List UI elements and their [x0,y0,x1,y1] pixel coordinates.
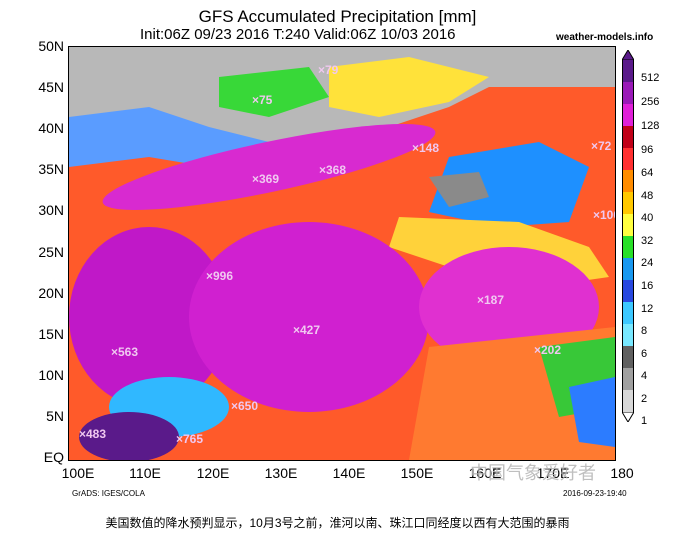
colorbar-label: 32 [641,235,654,247]
colorbar-segment [622,302,634,324]
lat-label: 10N [38,367,64,383]
caption: 美国数值的降水预判显示，10月3号之前，淮河以南、珠江口同经度以西有大范围的暴雨 [105,516,570,530]
max-marker: ×650 [231,399,259,413]
max-marker: ×202 [534,343,562,357]
east-blue-patch [569,377,615,447]
max-marker: ×75 [252,93,273,107]
colorbar-segment [622,126,634,148]
colorbar-segment [622,82,634,104]
colorbar-label: 6 [641,348,648,360]
max-marker: ×765 [176,432,204,446]
max-marker: ×148 [412,141,440,155]
lon-label: 160E [468,465,502,481]
colorbar-label: 64 [641,167,654,179]
colorbar-label: 256 [641,96,660,108]
colorbar-label: 24 [641,257,654,269]
watermark: 中国气象爱好者 [470,463,596,483]
precipitation-map: ×79 ×75 ×148 ×72 ×369 ×368 ×100 ×996 ×18… [68,46,616,461]
lon-label: 180 [610,465,634,481]
max-marker: ×368 [319,163,347,177]
colorbar-label: 512 [641,72,660,84]
colorbar-segment [622,214,634,236]
max-marker: ×483 [79,427,107,441]
lat-label: 15N [38,326,64,342]
max-marker: ×369 [252,172,280,186]
chart-subtitle: Init:06Z 09/23 2016 T:240 Valid:06Z 10/0… [140,26,456,43]
south-dark-patch [79,412,179,460]
colorbar-label: 8 [641,325,648,337]
lat-label: 45N [38,79,64,95]
max-marker: ×563 [111,345,139,359]
colorbar-bottom-arrow [622,412,634,422]
heavy-rain-band [102,124,436,210]
green-patch-north [219,67,329,117]
lat-label: 30N [38,202,64,218]
colorbar-label: 40 [641,212,654,224]
colorbar-segment [622,280,634,302]
max-marker: ×100 [593,208,615,222]
lon-label: 170E [536,465,570,481]
colorbar-label: 4 [641,370,648,382]
colorbar-segment [622,170,634,192]
colorbar-label: 16 [641,280,654,292]
heavy-rain-sw [69,227,229,407]
colorbar-label: 2 [641,393,648,405]
colorbar-segment [622,60,634,82]
lon-label: 150E [400,465,434,481]
colorbar-segment [622,368,634,390]
lon-label: 140E [332,465,366,481]
dry-area-northeast-pacific [429,142,589,227]
lat-label: 35N [38,161,64,177]
colorbar-segment [622,236,634,258]
grey-patch [429,172,489,207]
max-marker: ×187 [477,293,505,307]
chart-title: GFS Accumulated Precipitation [mm] [198,7,477,26]
colorbar-segment [622,148,634,170]
max-marker: ×996 [206,269,234,283]
yellow-band-north [329,57,489,117]
colorbar-label: 48 [641,190,654,202]
timestamp: 2016-09-23-19:40 [563,489,627,498]
colorbar-label: 128 [641,120,660,132]
colorbar-label: 96 [641,144,654,156]
colorbar-segment [622,346,634,368]
lon-label: 100E [61,465,95,481]
max-marker: ×79 [318,63,339,77]
lat-label: EQ [43,449,64,465]
colorbar-label: 12 [641,303,654,315]
source-label: weather-models.info [556,32,654,43]
colorbar-label: 1 [641,415,648,427]
colorbar [622,50,634,422]
lat-label: 40N [38,120,64,136]
lon-label: 110E [129,465,161,481]
lon-label: 120E [196,465,230,481]
colorbar-segment [622,104,634,126]
max-marker: ×72 [591,139,612,153]
lat-label: 25N [38,244,64,260]
lat-label: 50N [38,38,64,54]
map-fill-svg [69,47,615,460]
lat-label: 20N [38,285,64,301]
max-marker: ×427 [293,323,321,337]
colorbar-segment [622,390,634,412]
lon-label: 130E [264,465,298,481]
grads-credit: GrADS: IGES/COLA [72,489,145,498]
colorbar-top-arrow [622,50,634,60]
colorbar-segment [622,324,634,346]
colorbar-segment [622,192,634,214]
colorbar-segment [622,258,634,280]
heavy-rain-central [189,222,429,412]
lat-label: 5N [46,408,64,424]
